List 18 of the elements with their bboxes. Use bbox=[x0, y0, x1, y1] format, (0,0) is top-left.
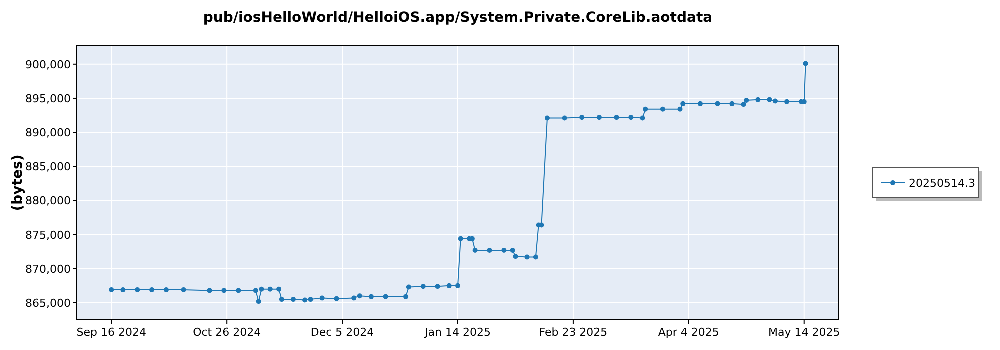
y-tick-label: 880,000 bbox=[26, 194, 71, 208]
y-tick-label: 885,000 bbox=[26, 160, 71, 174]
x-tick-label: Dec 5 2024 bbox=[310, 326, 374, 339]
x-tick-label: May 14 2025 bbox=[768, 326, 840, 339]
x-tick-label: Jan 14 2025 bbox=[424, 326, 491, 339]
y-tick-label: 870,000 bbox=[26, 262, 71, 276]
legend-label: 20250514.3 bbox=[909, 177, 976, 190]
y-tick-label: 900,000 bbox=[26, 58, 71, 72]
x-tick-label: Feb 23 2025 bbox=[539, 326, 608, 339]
y-tick-label: 890,000 bbox=[26, 126, 71, 140]
x-tick-label: Sep 16 2024 bbox=[76, 326, 146, 339]
y-axis-title: (bytes) bbox=[10, 154, 26, 212]
y-tick-label: 865,000 bbox=[26, 296, 71, 310]
x-tick-label: Oct 26 2024 bbox=[193, 326, 262, 339]
chart-title: pub/iosHelloWorld/HelloiOS.app/System.Private.CoreLib.aotdata bbox=[203, 10, 713, 26]
y-tick-label: 895,000 bbox=[26, 92, 71, 106]
x-tick-label: Apr 4 2025 bbox=[658, 326, 720, 339]
y-tick-label: 875,000 bbox=[26, 228, 71, 242]
